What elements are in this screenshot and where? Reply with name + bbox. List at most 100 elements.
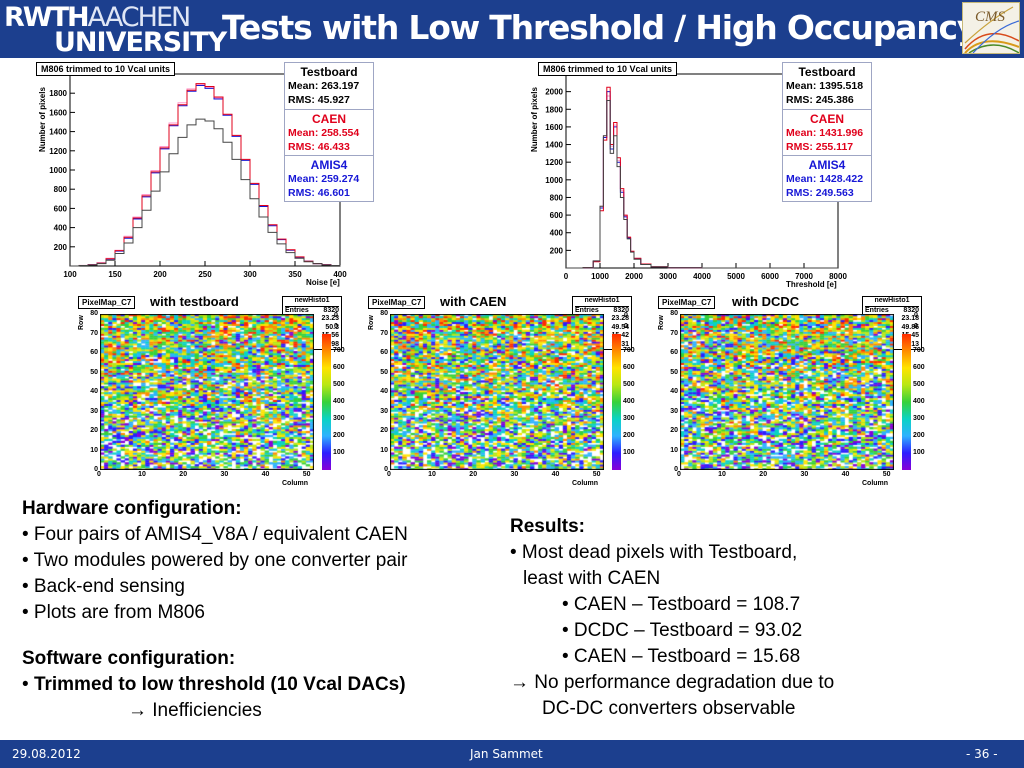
hardware-item: • Two modules powered by one converter p… <box>22 550 408 571</box>
pixel-map-stats-title: newHisto1 <box>865 297 919 307</box>
threshold-stat-amis4: AMIS4 Mean: 1428.422 RMS: 249.563 <box>783 155 871 201</box>
stat-entries: 8320 <box>903 306 919 314</box>
noise-stat-caen: CAEN Mean: 258.554 RMS: 46.433 <box>285 109 373 155</box>
logo-aachen: AACHEN <box>87 2 192 33</box>
results-heading: Results: <box>510 516 585 537</box>
threshold-histogram-ytick-label: 1000 <box>545 176 563 185</box>
pixel-map-title: PixelMap_C7 <box>658 296 716 309</box>
pixel-map-xtick: 20 <box>179 471 188 478</box>
overflow-value: 0 <box>914 312 918 319</box>
pixel-map-1: PixelMap_C7 with testboard newHisto1 Entr… <box>78 294 353 488</box>
pixel-map-colorbar <box>612 334 621 470</box>
pixel-map-ytick: 10 <box>90 446 98 454</box>
pixel-map-heatmap <box>390 314 604 470</box>
noise-histogram-ytick-label: 1200 <box>49 147 67 156</box>
pixel-map-title: PixelMap_C7 <box>368 296 426 309</box>
pixel-map-xlabel: Column <box>862 480 889 487</box>
pixel-map-xtick: 0 <box>97 471 101 478</box>
stat-meanx: 23.28 <box>611 315 629 322</box>
threshold-histogram: 200 400 600 800 1000 1200 1400 1600 1800 2000 0 100… <box>528 60 874 292</box>
threshold-histogram-xtick-label: 0 <box>564 272 569 281</box>
threshold-histogram-ytick-label: 1800 <box>545 105 563 114</box>
logo-rwth: RWTH <box>4 2 90 33</box>
pixel-map-colorbar-tick: 600 <box>623 364 635 371</box>
threshold-stat-testboard-mean: Mean: 1395.518 <box>786 80 864 92</box>
pixel-map-colorbar-tick: 500 <box>333 381 345 388</box>
threshold-stat-caen-mean: Mean: 1431.996 <box>786 127 864 139</box>
threshold-stat-legend: Testboard Mean: 1395.518 RMS: 245.386 CA… <box>782 62 872 202</box>
noise-stat-amis4-name: AMIS4 <box>310 158 348 172</box>
pixel-map-ytick: 0 <box>384 466 388 473</box>
pixel-map-ytick: 50 <box>670 368 678 376</box>
pixel-map-ytick: 20 <box>90 427 98 434</box>
pixel-map-label: with CAEN <box>440 294 507 309</box>
hardware-heading: Hardware configuration: <box>22 498 242 519</box>
stat-meanx: 23.18 <box>901 315 919 322</box>
pixel-map-colorbar-tick: 700 <box>333 347 345 354</box>
pixel-map-xtick: 0 <box>677 471 681 478</box>
software-heading: Software configuration: <box>22 648 236 669</box>
logo-university: UNIVERSITY <box>54 27 227 58</box>
threshold-stat-testboard-rms: RMS: 245.386 <box>786 94 854 106</box>
pixel-map-ytick: 50 <box>90 368 98 376</box>
noise-histogram-ytick-label: 400 <box>54 224 68 233</box>
pixel-map-colorbar-tick: 400 <box>913 398 925 405</box>
pixel-map-xtick: 50 <box>882 471 891 478</box>
noise-stat-caen-mean: Mean: 258.554 <box>288 127 360 139</box>
results-line: least with CAEN <box>523 568 661 589</box>
pixel-map-ytick: 70 <box>380 329 388 337</box>
threshold-stat-caen: CAEN Mean: 1431.996 RMS: 255.117 <box>783 109 871 155</box>
pixel-map-xtick: 30 <box>220 471 229 478</box>
pixel-map-ytick: 40 <box>90 388 98 395</box>
pixel-map-xlabel: Column <box>572 480 599 487</box>
noise-histogram-ytick-label: 600 <box>54 204 68 213</box>
threshold-histogram-xtick-label: 2000 <box>625 272 643 281</box>
noise-histogram-title: M806 trimmed to 10 Vcal units <box>36 62 176 76</box>
pixel-map-xtick: 10 <box>718 471 726 478</box>
noise-histogram-ylabel: Number of pixels <box>38 87 47 152</box>
pixel-map-colorbar <box>322 334 331 470</box>
pixel-map-ytick: 30 <box>90 407 98 415</box>
pixel-map-2: PixelMap_C7 with CAEN newHisto1 Entries 83… <box>368 294 643 488</box>
pixel-map-label: with testboard <box>150 294 239 309</box>
pixel-map-ytick: 60 <box>380 349 388 356</box>
pixel-map-xtick: 0 <box>387 471 391 478</box>
results: Results: • Most dead pixels with Testboa… <box>510 514 834 722</box>
pixel-map-xtick: 40 <box>261 471 270 478</box>
software-config: Software configuration: • Trimmed to low… <box>22 646 406 724</box>
cms-logo: CMS <box>962 2 1020 54</box>
pixel-map-colorbar-tick: 300 <box>623 415 635 422</box>
threshold-histogram-ytick-label: 800 <box>550 193 564 202</box>
pixel-map-heatmap <box>680 314 894 470</box>
hardware-item: • Back-end sensing <box>22 576 185 597</box>
footer-bar: 29.08.2012 Jan Sammet - 36 - <box>0 740 1024 768</box>
stat-meany: 49.54 <box>611 323 629 331</box>
noise-histogram-ytick-label: 1600 <box>49 108 67 117</box>
pixel-map-ytick: 10 <box>670 446 678 454</box>
noise-histogram-ytick-label: 1400 <box>49 128 67 137</box>
threshold-stat-caen-name: CAEN <box>809 112 844 126</box>
software-arrow: → Inefficiencies <box>128 700 262 721</box>
results-conclusion: → No performance degradation due to <box>510 672 835 693</box>
pixel-map-colorbar-tick: 600 <box>913 364 925 371</box>
threshold-stat-testboard: Testboard Mean: 1395.518 RMS: 245.386 <box>783 63 871 109</box>
stat-meany: 50.3 <box>325 323 339 331</box>
header-bar: RWTHAACHEN UNIVERSITY Tests with Low Thr… <box>0 0 1024 58</box>
pixel-map-ytick: 30 <box>670 407 678 415</box>
threshold-histogram-ytick-label: 600 <box>550 211 564 220</box>
results-sub-item: • DCDC – Testboard = 93.02 <box>562 620 803 641</box>
software-bullet: • <box>22 674 34 695</box>
footer-author: Jan Sammet <box>470 747 543 761</box>
pixel-map-ylabel: Row <box>368 315 375 330</box>
pixel-map-xtick: 10 <box>138 471 146 478</box>
threshold-histogram-ytick-label: 1200 <box>545 158 563 167</box>
noise-stat-caen-name: CAEN <box>311 112 346 126</box>
pixel-map-colorbar-tick: 100 <box>333 449 345 456</box>
noise-stat-legend: Testboard Mean: 263.197 RMS: 45.927 CAEN… <box>284 62 374 202</box>
noise-stat-amis4-rms: RMS: 46.601 <box>288 187 350 199</box>
threshold-stat-testboard-name: Testboard <box>798 65 856 79</box>
stat-entries: 8320 <box>323 306 339 314</box>
overflow-value: 0 <box>334 323 338 330</box>
